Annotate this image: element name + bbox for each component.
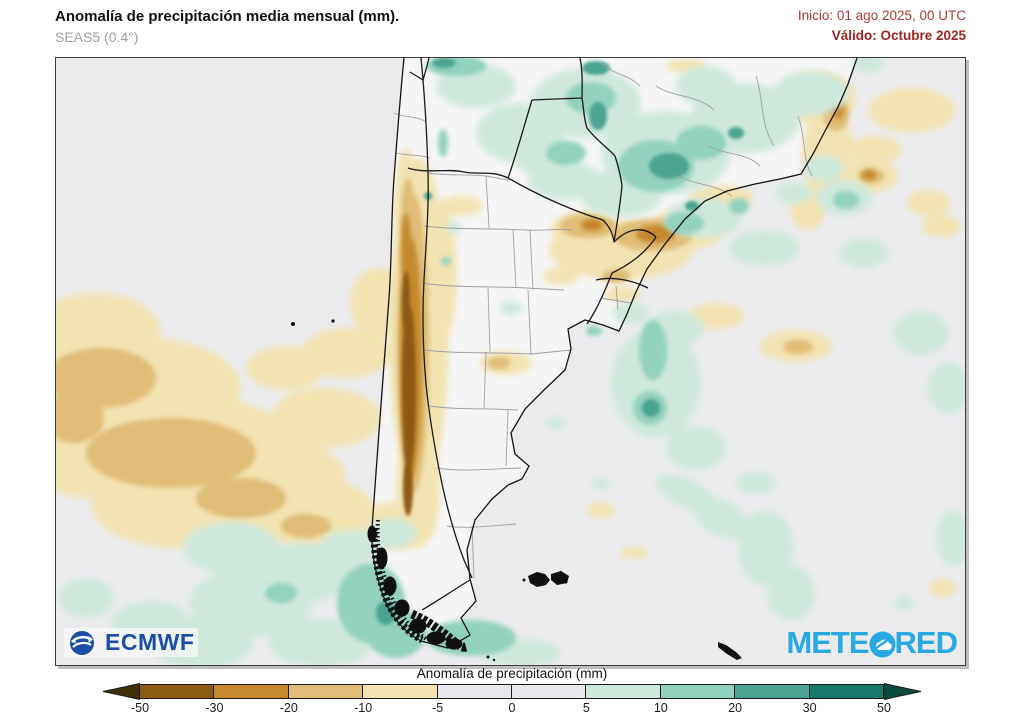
south-georgia-island — [718, 642, 742, 660]
anomaly-map-svg — [56, 58, 965, 665]
colorbar-ticks: -50 -30 -20 -10 -5 0 5 10 20 30 50 — [102, 701, 922, 716]
colorbar-left-arrow — [102, 682, 140, 700]
colorbar-tick-label: -50 — [130, 701, 150, 715]
colorbar-tick-label: 10 — [653, 701, 668, 715]
header: Anomalía de precipitación media mensual … — [55, 6, 966, 47]
ecmwf-globe-icon — [70, 630, 94, 655]
falkland-islands-east — [551, 571, 569, 585]
map-canvas: ECMWF METE RED — [55, 57, 966, 666]
country-borders — [407, 58, 657, 611]
meteored-text-left: METE — [786, 625, 869, 660]
valid-month: Válido: Octubre 2025 — [831, 28, 966, 44]
colorbar-tick-label: 50 — [877, 701, 891, 715]
colorbar-right-arrow — [884, 682, 922, 700]
init-datetime: Inicio: 01 ago 2025, 00 UTC — [797, 8, 966, 23]
falkland-islands-west — [528, 572, 550, 587]
meteored-logo: METE RED — [786, 625, 958, 661]
colorbar-segment — [659, 683, 736, 699]
colorbar-segments — [139, 683, 885, 699]
colorbar-segment — [287, 683, 364, 699]
islands — [291, 319, 742, 662]
juan-fernandez-island — [291, 322, 295, 326]
colorbar-tick-label: 30 — [802, 701, 817, 715]
ecmwf-logo: ECMWF — [64, 628, 199, 657]
colorbar-segment — [213, 683, 289, 699]
colorbar-segment — [511, 683, 587, 699]
land-south-america — [371, 58, 857, 648]
header-right: Inicio: 01 ago 2025, 00 UTC Válido: Octu… — [798, 6, 966, 47]
model-subtitle: SEAS5 (0.4°) — [55, 28, 139, 45]
fjord-coast — [367, 519, 468, 652]
meteored-o-icon — [869, 631, 896, 657]
colorbar-segment — [139, 683, 215, 699]
colorbar-label: Anomalía de precipitación (mm) — [416, 666, 608, 681]
colorbar-tick-label: 5 — [582, 701, 590, 715]
colorbar-segment — [585, 683, 661, 699]
colorbar-segment — [808, 683, 885, 699]
colorbar-tick-label: 0 — [508, 701, 516, 715]
ecmwf-logo-text: ECMWF — [105, 629, 195, 655]
colorbar-segment — [362, 683, 438, 699]
colorbar-segment — [436, 683, 513, 699]
meteored-text-right: RED — [894, 625, 958, 660]
colorbar — [102, 682, 922, 700]
colorbar-tick-label: 20 — [728, 701, 743, 715]
colorbar-tick-label: -20 — [279, 701, 298, 715]
page-title: Anomalía de precipitación media mensual … — [55, 8, 400, 25]
colorbar-tick-label: -5 — [432, 701, 444, 715]
colorbar-tick-label: -30 — [205, 701, 224, 715]
colorbar-tick-label: -10 — [354, 701, 373, 715]
colorbar-legend: Anomalía de precipitación (mm) -50 -30 -20… — [0, 666, 1024, 716]
colorbar-segment — [734, 683, 810, 699]
positive-anomaly-dark-teal — [376, 58, 744, 625]
header-left: Anomalía de precipitación media mensual … — [55, 6, 399, 47]
negative-anomaly-dark-brown — [402, 271, 416, 516]
positive-anomaly-mint — [58, 58, 965, 665]
